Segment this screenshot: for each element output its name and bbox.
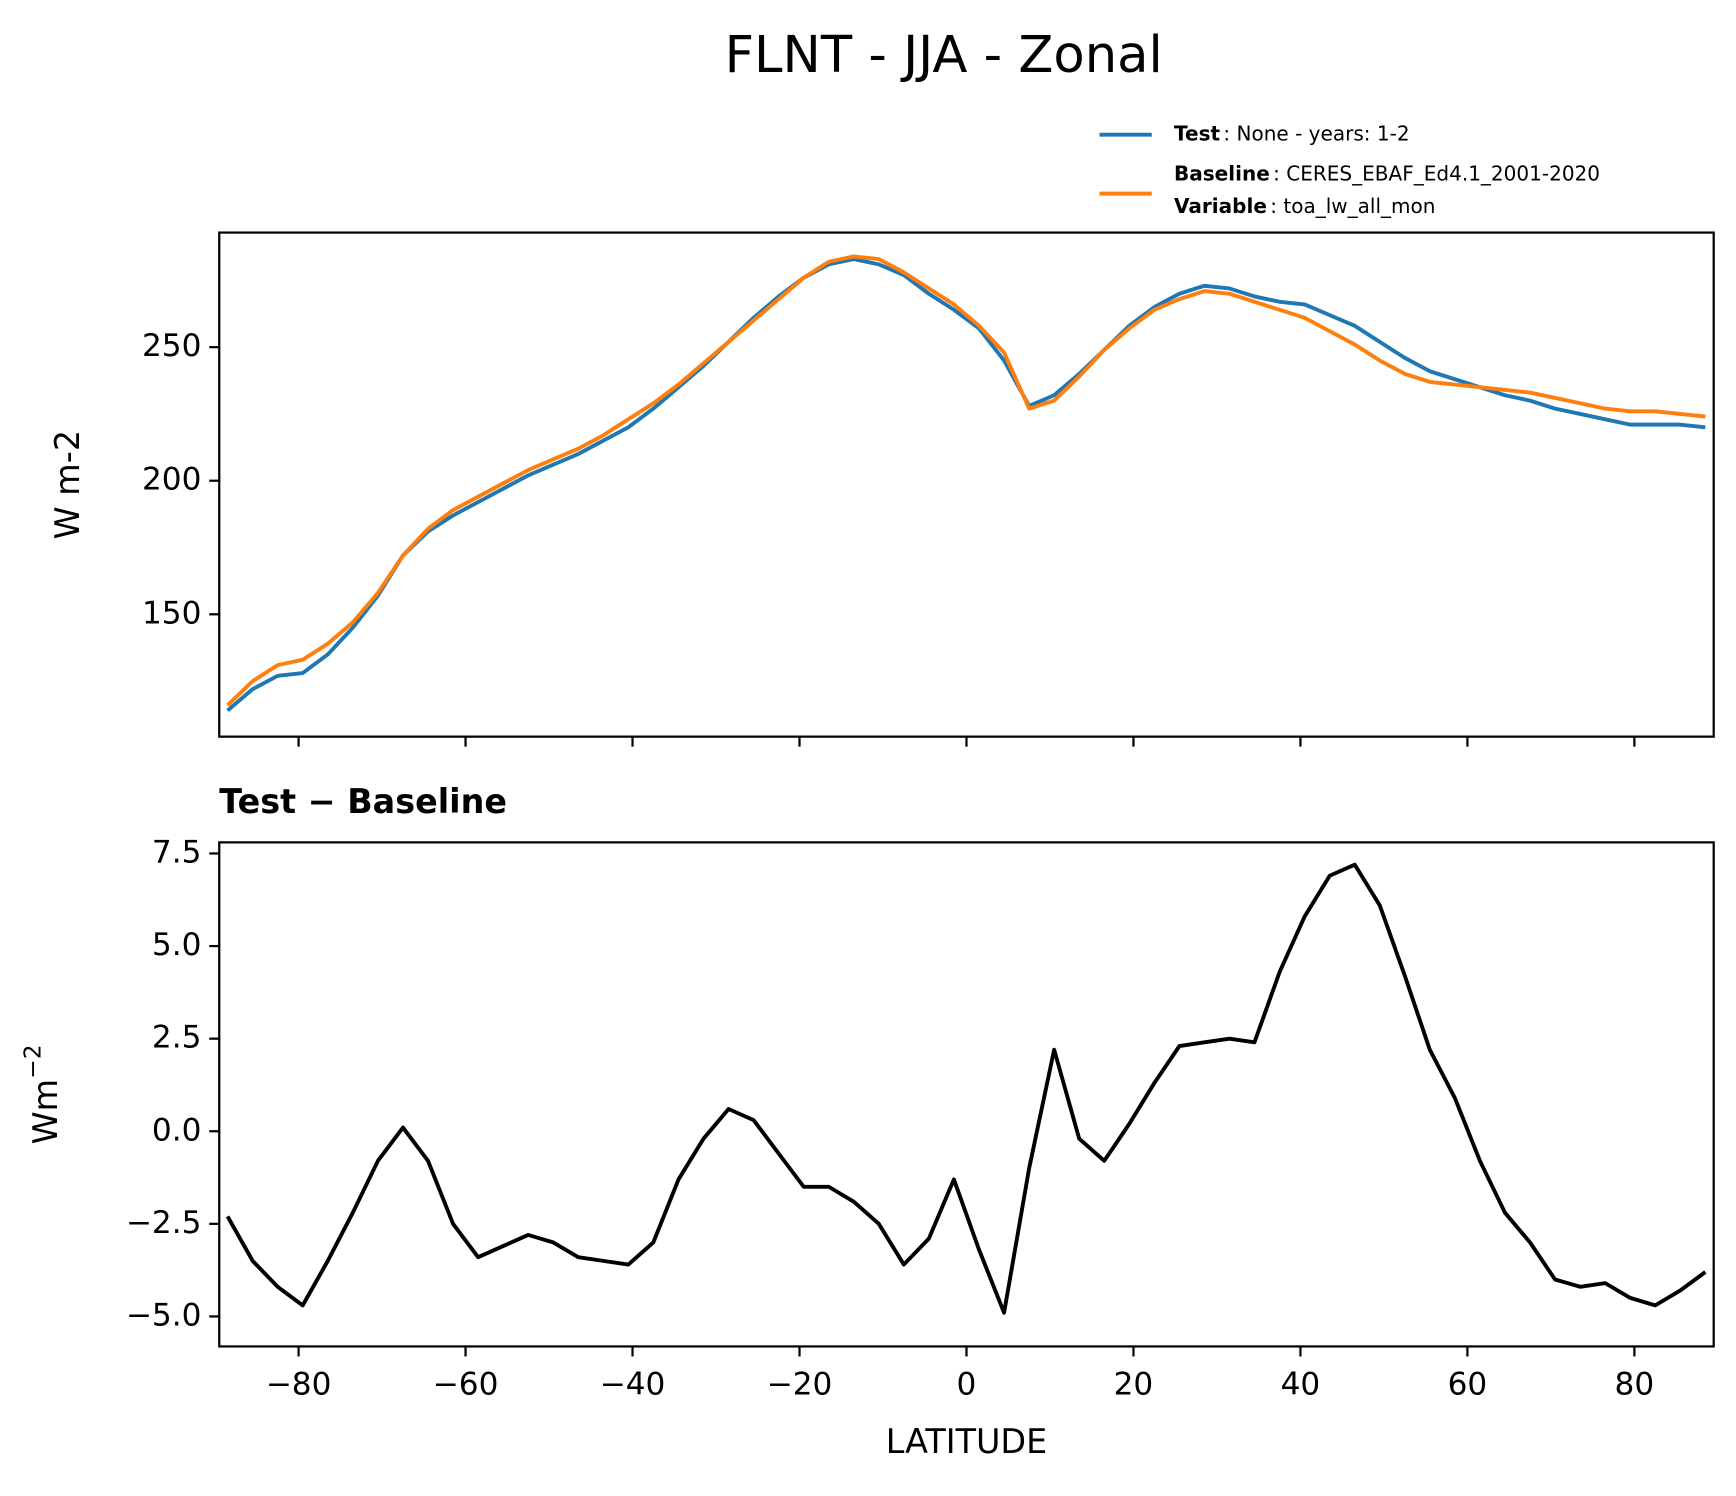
x-tick-label: 60 [1448, 1366, 1488, 1402]
x-tick-label: −80 [266, 1366, 332, 1402]
legend-name: Baseline [1174, 161, 1270, 185]
y-axis-label-superscript: −2 [18, 1044, 46, 1078]
legend-detail: : None - years: 1-2 [1223, 121, 1409, 145]
data-line [226, 257, 1706, 712]
legend-detail: : toa_lw_all_mon [1270, 193, 1435, 217]
x-tick-label: 80 [1615, 1366, 1655, 1402]
x-tick-label: 0 [957, 1366, 977, 1402]
y-axis-label: Wm−2 [18, 1044, 64, 1144]
y-tick-label: 200 [142, 462, 201, 498]
legend-name: Variable [1174, 193, 1267, 217]
y-axis-label-text: Wm [25, 1079, 64, 1145]
legend-entry: Variable: toa_lw_all_mon [1174, 193, 1435, 217]
x-tick-label: −20 [767, 1366, 833, 1402]
y-tick-label: 250 [142, 328, 201, 364]
x-axis-label: LATITUDE [886, 1422, 1047, 1461]
y-tick-label: 150 [142, 595, 201, 631]
y-axis-label-text: W m-2 [48, 430, 87, 539]
x-tick-label: 40 [1281, 1366, 1321, 1402]
x-tick-label: −60 [433, 1366, 499, 1402]
legend-name: Test [1174, 121, 1220, 145]
y-tick-label: 5.0 [152, 927, 202, 963]
panel-title: Test − Baseline [219, 782, 507, 821]
data-line [225, 862, 1707, 1315]
x-tick-label: 20 [1114, 1366, 1154, 1402]
legend-entry: Test: None - years: 1-2 [1174, 121, 1410, 145]
figure-title: FLNT - JJA - Zonal [725, 25, 1163, 85]
legend-detail: : CERES_EBAF_Ed4.1_2001-2020 [1273, 161, 1600, 185]
y-axis-label: W m-2 [48, 430, 87, 539]
y-tick-label: 2.5 [152, 1020, 202, 1056]
legend-entry: Baseline: CERES_EBAF_Ed4.1_2001-2020 [1174, 161, 1600, 185]
y-tick-label: 7.5 [152, 834, 202, 870]
y-tick-label: 0.0 [152, 1112, 202, 1148]
y-tick-label: −5.0 [126, 1297, 202, 1333]
x-tick-label: −40 [600, 1366, 666, 1402]
y-tick-label: −2.5 [126, 1205, 202, 1241]
plot-frame [218, 231, 1715, 738]
data-line [226, 254, 1706, 707]
plot-frame [218, 841, 1715, 1348]
